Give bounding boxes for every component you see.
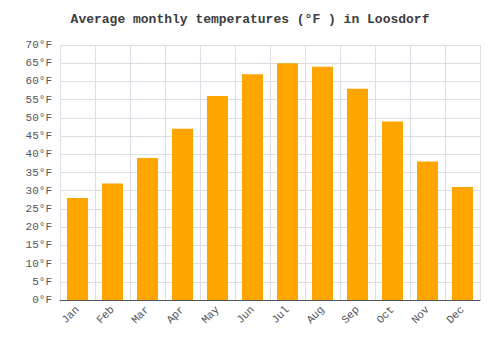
svg-text:Jul: Jul	[269, 304, 291, 326]
svg-text:Nov: Nov	[409, 303, 432, 326]
svg-text:Aug: Aug	[304, 304, 326, 326]
svg-text:Jun: Jun	[234, 304, 256, 326]
svg-text:Apr: Apr	[164, 304, 186, 326]
svg-text:15°F: 15°F	[26, 239, 52, 251]
svg-text:10°F: 10°F	[26, 258, 52, 270]
svg-text:65°F: 65°F	[26, 57, 52, 69]
svg-text:45°F: 45°F	[26, 130, 52, 142]
svg-text:5°F: 5°F	[32, 276, 52, 288]
svg-text:Sep: Sep	[339, 304, 361, 326]
svg-text:40°F: 40°F	[26, 148, 52, 160]
svg-text:50°F: 50°F	[26, 112, 52, 124]
svg-text:25°F: 25°F	[26, 203, 52, 215]
svg-text:Mar: Mar	[129, 304, 151, 326]
svg-text:Average monthly temperatures (: Average monthly temperatures (°F ) in Lo…	[71, 12, 430, 27]
svg-text:55°F: 55°F	[26, 94, 52, 106]
svg-text:70°F: 70°F	[26, 39, 52, 51]
svg-text:May: May	[199, 303, 222, 326]
svg-text:Feb: Feb	[94, 304, 116, 326]
svg-text:20°F: 20°F	[26, 221, 52, 233]
svg-text:Dec: Dec	[444, 304, 466, 326]
svg-text:60°F: 60°F	[26, 75, 52, 87]
svg-text:Jan: Jan	[59, 304, 81, 326]
svg-text:30°F: 30°F	[26, 185, 52, 197]
svg-text:Oct: Oct	[374, 304, 396, 326]
svg-text:35°F: 35°F	[26, 167, 52, 179]
svg-text:0°F: 0°F	[32, 294, 52, 306]
